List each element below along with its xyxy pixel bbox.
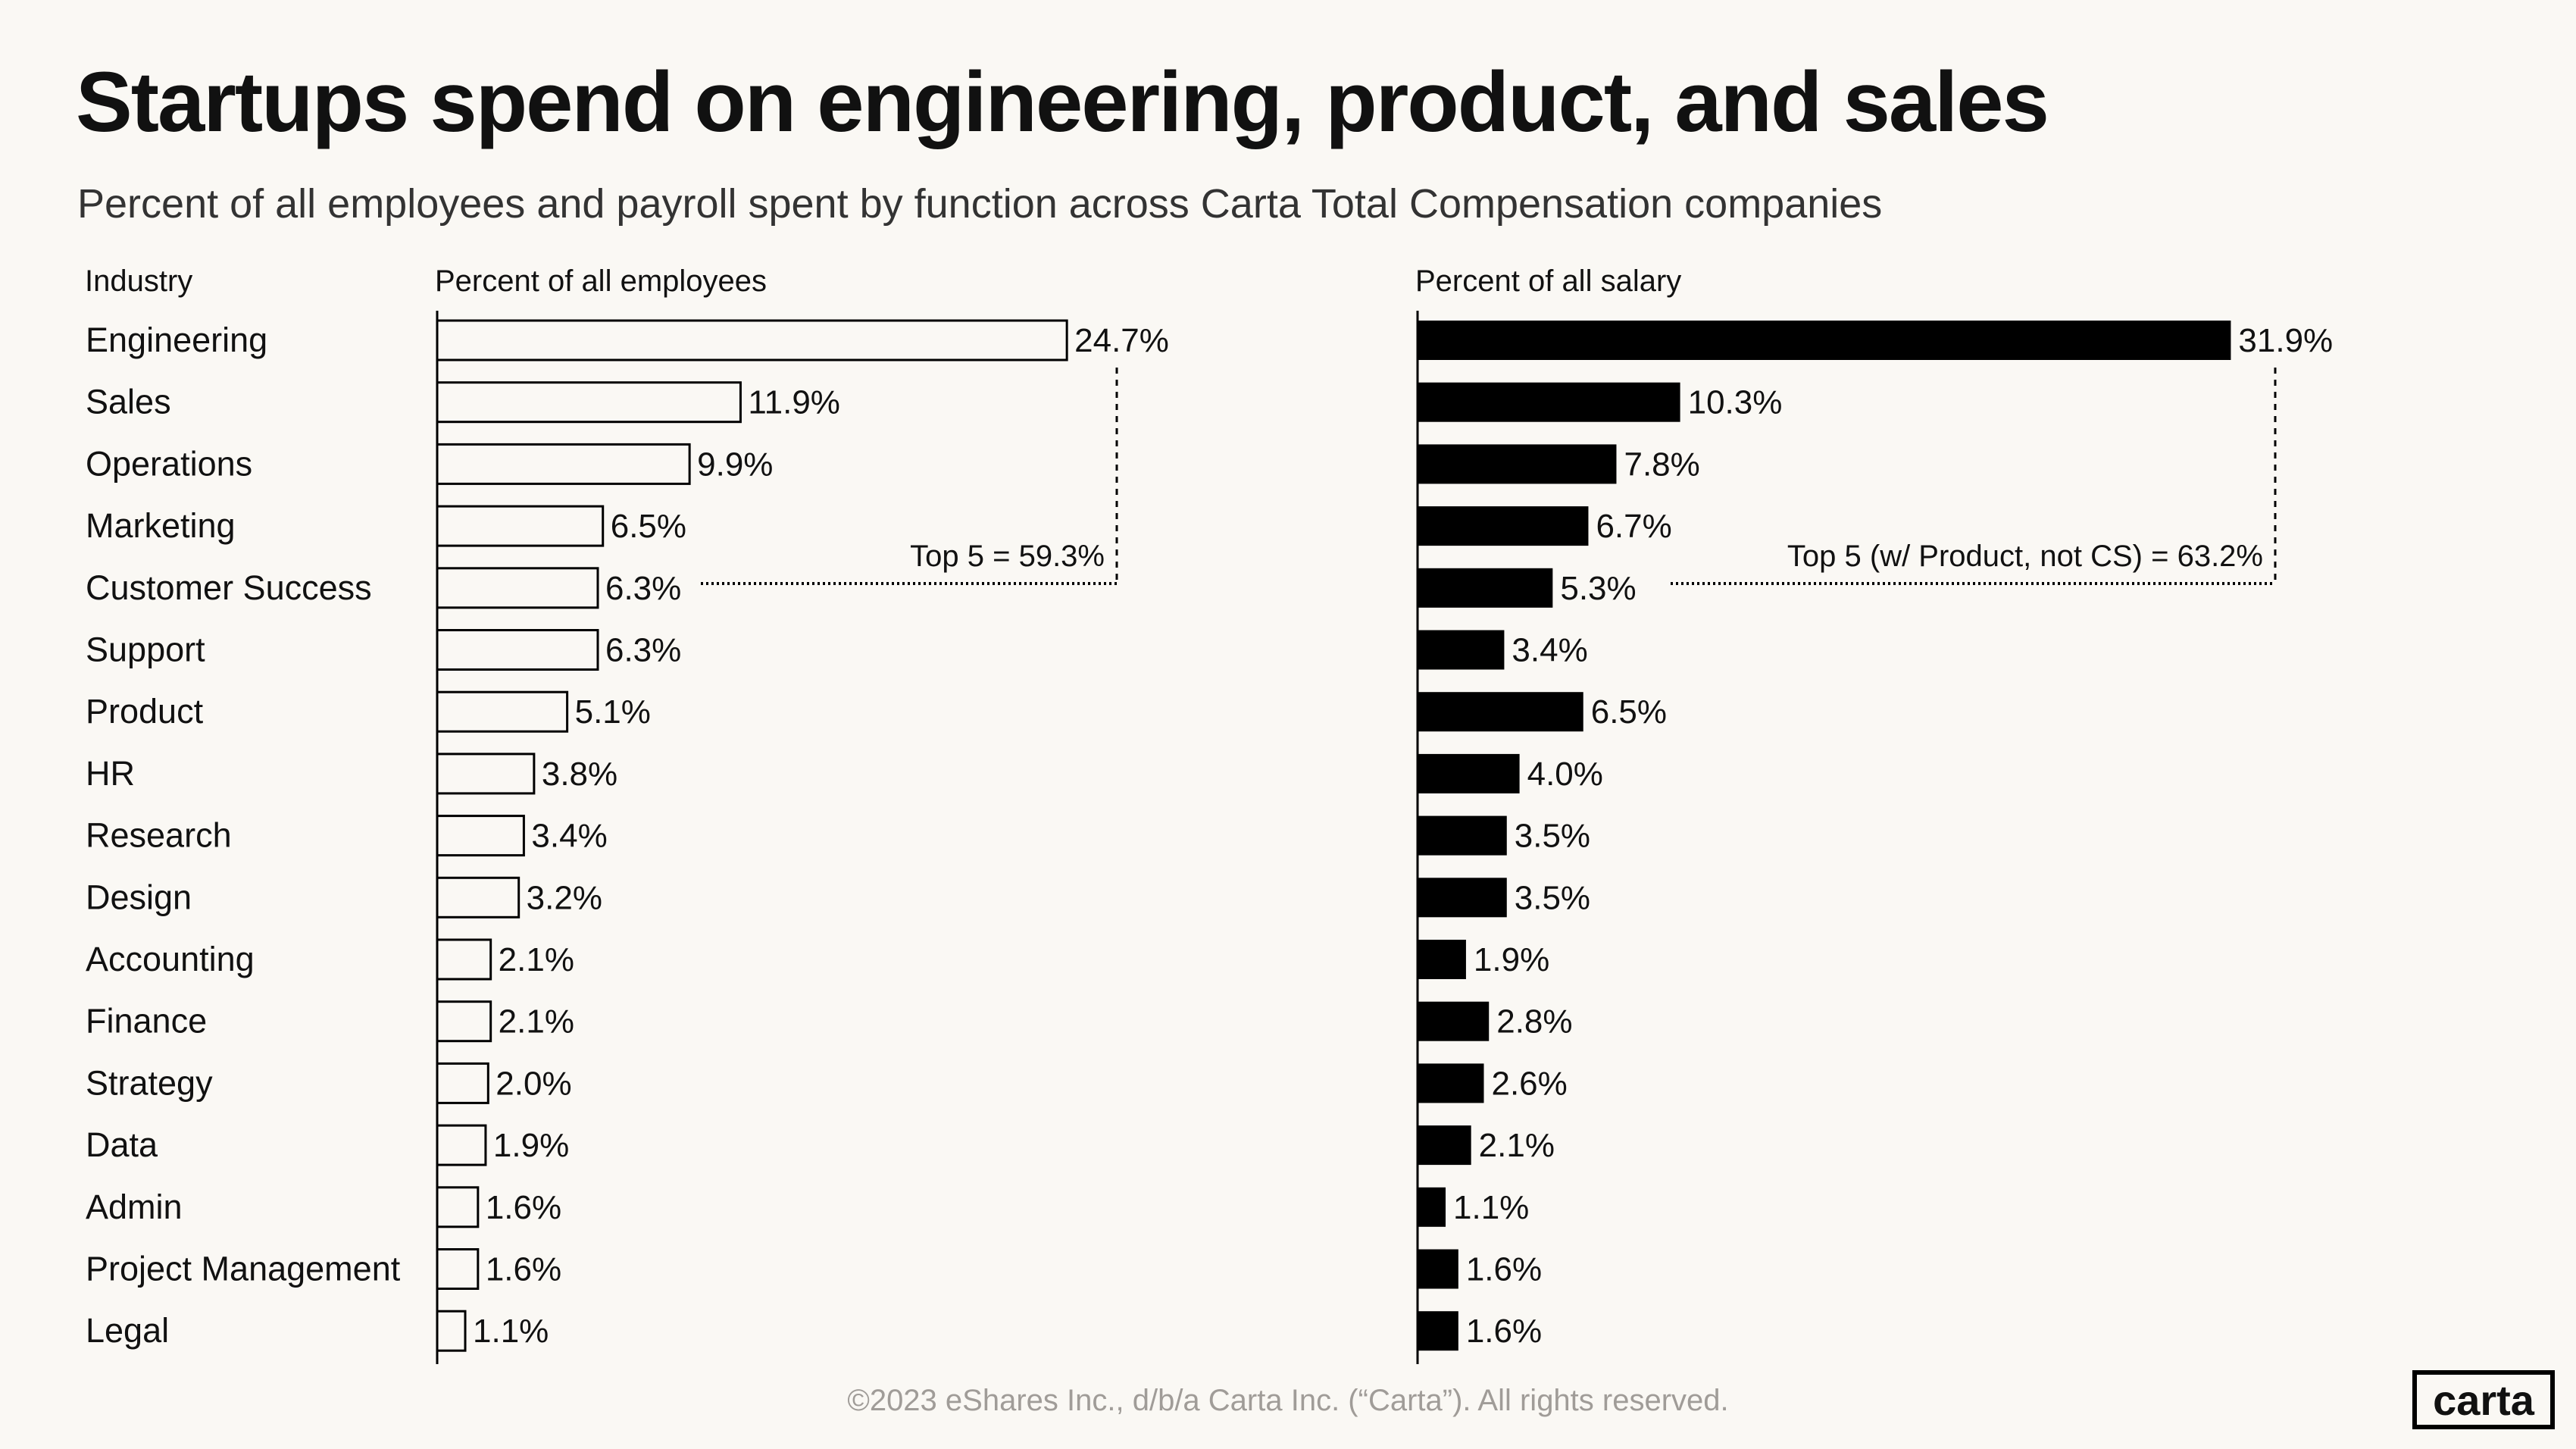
data-label: 3.2% [527, 879, 602, 916]
data-label: 5.1% [575, 693, 651, 731]
data-label: 2.8% [1496, 1003, 1572, 1041]
category-label: Accounting [86, 940, 255, 978]
top5-annotation: Top 5 (w/ Product, not CS) = 63.2% [1787, 540, 2263, 573]
data-label: 3.4% [531, 818, 607, 855]
data-label: 7.8% [1624, 446, 1699, 483]
bar [1418, 444, 1617, 484]
data-label: 1.6% [1466, 1251, 1542, 1288]
data-label: 2.1% [499, 1003, 574, 1041]
category-label: Product [86, 692, 204, 731]
data-label: 4.0% [1527, 756, 1603, 793]
bar [436, 567, 599, 609]
bar [436, 629, 599, 671]
data-label: 5.3% [1560, 570, 1636, 607]
bar [1418, 382, 1680, 422]
bar [1418, 1187, 1446, 1227]
bar [1418, 815, 1507, 856]
bar [436, 815, 525, 857]
series-header: Percent of all employees [435, 264, 767, 298]
data-label: 11.9% [748, 384, 840, 421]
carta-logo: carta [2412, 1370, 2555, 1429]
category-label: Design [86, 878, 192, 916]
chart-title: Startups spend on engineering, product, … [76, 55, 2049, 149]
bar [436, 1062, 489, 1104]
bar [1418, 321, 2231, 360]
bar [1418, 630, 1505, 670]
bar [1418, 692, 1583, 732]
data-label: 1.6% [486, 1189, 561, 1226]
category-label: Admin [86, 1188, 183, 1226]
chart-subtitle: Percent of all employees and payroll spe… [77, 181, 1883, 227]
category-label: Support [86, 631, 205, 669]
bar [436, 1000, 492, 1043]
data-label: 1.6% [486, 1251, 561, 1288]
bar [436, 1186, 480, 1228]
data-label: 6.5% [611, 508, 686, 545]
bar [436, 1310, 467, 1352]
data-label: 2.0% [496, 1065, 571, 1102]
data-label: 24.7% [1074, 322, 1169, 359]
data-label: 3.5% [1515, 818, 1590, 855]
data-label: 3.4% [1512, 632, 1587, 669]
bar [436, 938, 492, 981]
bar [1418, 1311, 1458, 1351]
bar [436, 319, 1068, 361]
bar [1418, 940, 1466, 979]
data-label: 1.9% [1474, 941, 1549, 978]
data-label: 1.9% [493, 1127, 569, 1164]
category-label: Operations [86, 444, 252, 483]
category-label: Data [86, 1125, 158, 1164]
data-label: 3.5% [1515, 879, 1590, 916]
data-label: 9.9% [697, 446, 773, 483]
bar [1418, 568, 1553, 608]
copyright-footer: ©2023 eShares Inc., d/b/a Carta Inc. (“C… [847, 1384, 1729, 1417]
bar [436, 505, 605, 547]
category-label: Legal [86, 1311, 169, 1350]
bar [436, 753, 536, 795]
category-label: Marketing [86, 506, 236, 545]
category-label: Finance [86, 1002, 207, 1041]
category-label: HR [86, 754, 135, 793]
bar [1418, 506, 1589, 546]
data-label: 2.6% [1491, 1065, 1567, 1102]
data-label: 6.3% [605, 570, 681, 607]
category-label: Engineering [86, 321, 267, 359]
data-label: 1.1% [1453, 1189, 1529, 1226]
data-label: 6.7% [1596, 508, 1671, 545]
bar [1418, 753, 1520, 793]
category-label: Sales [86, 383, 171, 421]
data-label: 2.1% [1479, 1127, 1555, 1164]
data-label: 2.1% [499, 941, 574, 978]
bar [436, 1248, 480, 1290]
bar [436, 876, 521, 919]
bar [1418, 878, 1507, 918]
bar [436, 1124, 487, 1166]
data-label: 3.8% [542, 756, 617, 793]
bar [1418, 1125, 1471, 1166]
bar [1418, 1063, 1484, 1103]
category-label: Project Management [86, 1250, 401, 1288]
top5-annotation: Top 5 = 59.3% [910, 540, 1105, 573]
series-header: Percent of all salary [1415, 264, 1681, 298]
category-header: Industry [85, 264, 192, 298]
category-label: Research [86, 816, 232, 855]
data-label: 6.5% [1591, 693, 1667, 731]
category-label: Strategy [86, 1063, 213, 1102]
bar [436, 690, 569, 733]
data-label: 31.9% [2238, 322, 2333, 359]
data-label: 1.6% [1466, 1313, 1542, 1350]
bar [1418, 1001, 1490, 1041]
data-label: 6.3% [605, 632, 681, 669]
category-label: Customer Success [86, 568, 372, 607]
bar [436, 381, 742, 424]
data-label: 10.3% [1688, 384, 1783, 421]
bar [436, 443, 691, 485]
data-label: 1.1% [473, 1313, 549, 1350]
bar [1418, 1249, 1458, 1289]
